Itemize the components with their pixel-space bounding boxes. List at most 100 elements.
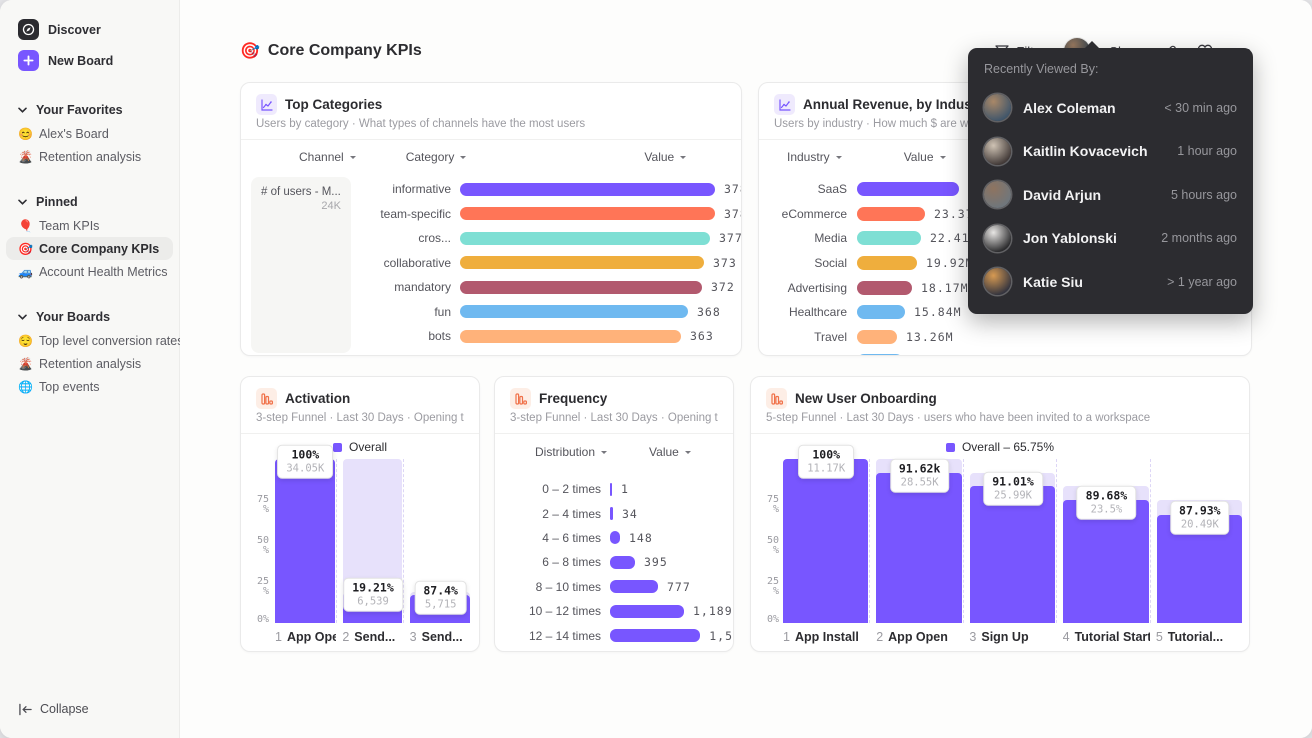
column-value[interactable]: Value — [644, 150, 687, 164]
board-label: Core Company KPIs — [39, 241, 160, 256]
bar-chart: # of users - M... 24K informative378 tea… — [251, 177, 742, 353]
caret-down-icon — [601, 450, 608, 457]
card-title[interactable]: Frequency — [539, 391, 608, 406]
chart-legend: Overall — [241, 440, 479, 454]
bar-row: Media 22.41M — [814, 231, 978, 246]
y-tick: 25% — [766, 576, 779, 597]
sidebar-section-pinned: Pinned 🎈 Team KPIs 🎯 Core Company KPIs 🚙… — [0, 190, 179, 283]
funnel-bar — [876, 472, 962, 623]
chart-legend: Overall – 65.75% — [751, 440, 1249, 454]
bar — [460, 207, 715, 221]
card-title[interactable]: New User Onboarding — [795, 391, 937, 406]
viewer-avatar — [984, 94, 1011, 122]
caret-down-icon — [684, 450, 691, 457]
bar-row: 2 – 4 times 34 — [542, 506, 638, 521]
section-header-your-favorites[interactable]: Your Favorites — [0, 98, 179, 122]
sidebar-section-favorites: Your Favorites 😊 Alex's Board 🌋 Retentio… — [0, 98, 179, 168]
funnel-bar — [783, 459, 869, 623]
bar-row-partial — [769, 349, 1251, 355]
sidebar-item-discover[interactable]: Discover — [0, 14, 179, 45]
card-title[interactable]: Top Categories — [285, 97, 383, 112]
funnel-column: 19.21% 6,539 — [342, 459, 405, 623]
column-value[interactable]: Value — [649, 445, 691, 459]
bar-row: bots 363 — [428, 329, 714, 344]
sidebar-section-your-boards: Your Boards 😌 Top level conversion rates… — [0, 305, 183, 398]
step-label: 3 Sign Up — [969, 630, 1029, 644]
caret-down-icon — [835, 155, 842, 162]
bar-row: mandatory 372 — [394, 280, 735, 295]
bar-row: 10 – 12 times 1,189 — [528, 604, 733, 619]
column-category[interactable]: Category — [406, 150, 467, 164]
value-tooltip: 100% 34.05K — [277, 444, 334, 479]
sidebar-item-core-company-kpis[interactable]: 🎯 Core Company KPIs — [6, 237, 173, 260]
board-emoji-icon: 🌋 — [18, 149, 33, 164]
section-title: Pinned — [36, 195, 78, 209]
bar — [857, 231, 921, 246]
sidebar-item-retention-analysis-2[interactable]: 🌋 Retention analysis — [0, 352, 179, 375]
column-headers: Distribution Value — [495, 434, 733, 459]
section-header-pinned[interactable]: Pinned — [0, 190, 179, 214]
sidebar-item-team-kpis[interactable]: 🎈 Team KPIs — [0, 214, 179, 237]
bar — [460, 256, 704, 270]
new-board-label: New Board — [48, 53, 114, 68]
column-value[interactable]: Value — [904, 150, 946, 164]
bar-chart-icon — [256, 388, 277, 409]
board-emoji-icon: 🚙 — [18, 264, 33, 279]
viewer-name: David Arjun — [1023, 186, 1102, 203]
bar-row: cros... 377 — [418, 231, 742, 246]
funnel-chart: 100% 34.05K 19.21% 6,539 87.4% 5,715 — [275, 444, 471, 623]
caret-down-icon — [939, 155, 946, 162]
card-subtitle: 5-step Funnel · Last 30 Days · users who… — [766, 412, 1151, 424]
column-distribution[interactable]: Distribution — [535, 445, 608, 459]
y-tick: 75% — [256, 494, 269, 515]
y-axis: 75% 50% 25% 0% — [759, 459, 779, 625]
sidebar-item-top-events[interactable]: 🌐 Top events — [0, 375, 179, 398]
section-header-your-boards[interactable]: Your Boards — [0, 305, 179, 329]
funnel-chart: 100% 11.17K 91.62k 28.55K 91.01% 25.99K 89.… — [783, 444, 1243, 623]
new-board-plus-icon — [18, 50, 39, 71]
card-new-user-onboarding: New User Onboarding 5-step Funnel · Last… — [750, 376, 1250, 652]
value-tooltip: 91.01% 25.99K — [983, 471, 1043, 506]
card-top-categories: Top Categories Users by category · What … — [240, 82, 742, 356]
column-headers: Industry Value — [759, 140, 1251, 164]
bar-row: team-specific378 — [380, 206, 741, 221]
funnel-column: 91.01% 25.99K — [969, 459, 1058, 623]
column-channel[interactable]: Channel — [299, 150, 356, 164]
channel-cell[interactable]: # of users - M... 24K — [251, 177, 351, 353]
bar — [610, 482, 612, 496]
column-industry[interactable]: Industry — [787, 150, 842, 164]
line-chart-icon — [774, 94, 795, 115]
board-label: Account Health Metrics — [38, 264, 168, 279]
bar — [610, 531, 620, 545]
bar-row: 0 – 2 times 1 — [542, 482, 629, 497]
sidebar-item-top-level-conversion-rates[interactable]: 😌 Top level conversion rates — [0, 329, 183, 352]
sidebar-item-account-health-metrics[interactable]: 🚙 Account Health Metrics — [0, 260, 179, 283]
board-label: Alex's Board — [39, 126, 109, 141]
viewer-name: Alex Coleman — [1023, 99, 1116, 116]
bar — [857, 206, 925, 221]
board-emoji-icon: 🎈 — [18, 218, 33, 233]
card-title[interactable]: Annual Revenue, by Industry — [803, 97, 990, 112]
value-tooltip: 87.93% 20.49K — [1170, 500, 1230, 535]
sidebar-item-new-board[interactable]: New Board — [0, 45, 179, 76]
page-title: 🎯 Core Company KPIs — [240, 41, 422, 61]
sidebar: Discover New Board Your Favorites 😊 Alex… — [0, 0, 183, 738]
y-tick: 50% — [766, 535, 779, 556]
collapse-left-icon — [19, 703, 32, 715]
bar-row: informative378 — [392, 182, 741, 197]
viewer-row: Jon Yablonski 2 months ago — [984, 217, 1237, 261]
card-title[interactable]: Activation — [285, 391, 351, 406]
viewer-time: < 30 min ago — [1164, 100, 1237, 115]
line-chart-icon — [256, 94, 277, 115]
bar-row: Advertising 18.17M — [787, 280, 969, 295]
card-header: Top Categories Users by category · What … — [241, 83, 741, 140]
collapse-sidebar-button[interactable]: Collapse — [18, 702, 89, 716]
viewer-time: 1 hour ago — [1177, 144, 1237, 159]
section-title: Your Favorites — [36, 103, 123, 117]
bar — [460, 305, 688, 319]
sidebar-item-alexs-board[interactable]: 😊 Alex's Board — [0, 122, 179, 145]
sidebar-item-retention-analysis[interactable]: 🌋 Retention analysis — [0, 145, 179, 168]
funnel-bar — [1063, 500, 1149, 623]
legend-swatch — [945, 442, 955, 452]
